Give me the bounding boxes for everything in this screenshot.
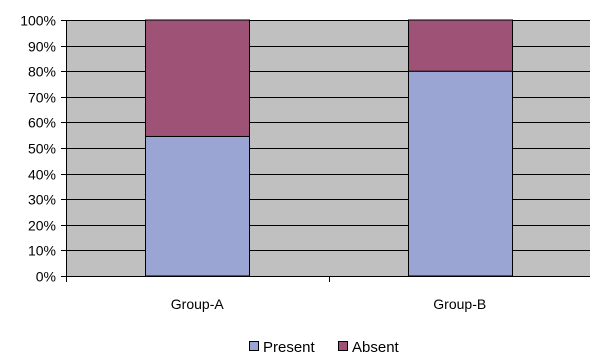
- x-category-label: Group-A: [171, 296, 225, 312]
- y-tick-label: 50%: [28, 141, 56, 157]
- y-tick-label: 80%: [28, 64, 56, 80]
- y-tick-label: 30%: [28, 192, 56, 208]
- y-tick-label: 40%: [28, 167, 56, 183]
- axes: [61, 20, 590, 282]
- legend-label-present: Present: [263, 339, 316, 354]
- bar-present-group-a: [145, 135, 250, 277]
- y-tick-label: 60%: [28, 115, 56, 131]
- y-tick-label: 20%: [28, 218, 56, 234]
- bar-absent-group-a: [145, 19, 250, 137]
- legend: Present Absent: [249, 339, 400, 354]
- legend-swatch-absent: [338, 341, 348, 351]
- bar-absent-group-b: [408, 19, 513, 72]
- legend-label-absent: Absent: [352, 339, 400, 354]
- x-category-label: Group-B: [433, 296, 486, 312]
- y-tick-label: 10%: [28, 243, 56, 259]
- bar-present-group-b: [408, 70, 513, 277]
- y-tick-label: 0%: [36, 269, 56, 285]
- y-tick-label: 100%: [20, 13, 56, 29]
- bars: [145, 19, 513, 277]
- y-tick-label: 70%: [28, 90, 56, 106]
- x-category-labels: Group-A Group-B: [171, 296, 486, 312]
- legend-swatch-present: [249, 341, 259, 351]
- y-tick-labels: 0% 10% 20% 30% 40% 50% 60% 70% 80% 90% 100%: [20, 13, 56, 285]
- y-tick-label: 90%: [28, 39, 56, 55]
